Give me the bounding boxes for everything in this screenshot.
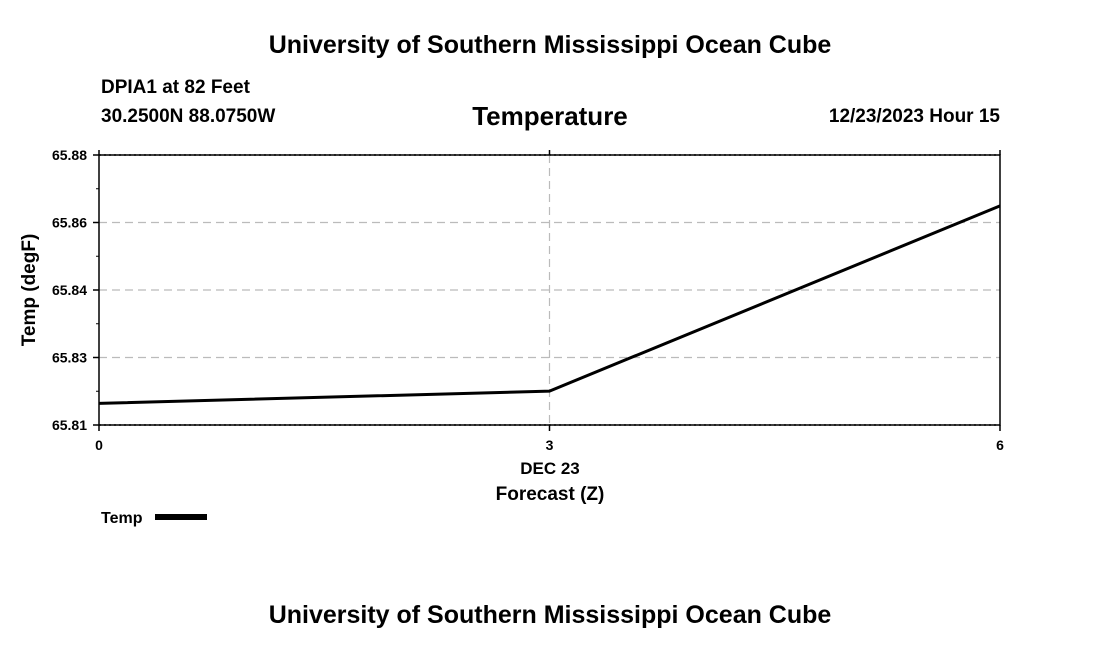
chart-title: Temperature: [472, 101, 628, 131]
x-axis-label: Forecast (Z): [496, 484, 605, 505]
series-layer: [98, 204, 1001, 405]
legend-swatch: [154, 514, 207, 521]
series-line-temp: [98, 204, 1001, 405]
forecast-datetime: 12/23/2023 Hour 15: [828, 106, 1000, 127]
x-tick-label: 0: [95, 437, 103, 453]
grid-lines: [99, 154, 1000, 426]
station-label: DPIA1 at 82 Feet: [101, 77, 250, 98]
bottom-title: University of Southern Mississippi Ocean…: [268, 601, 832, 629]
x-tick-label: 6: [996, 437, 1004, 453]
top-title: University of Southern Mississippi Ocean…: [268, 31, 832, 59]
y-axis-label: Temp (degF): [19, 234, 40, 347]
x-axis-date-label: DEC 23: [520, 459, 580, 478]
y-tick-label: 65.83: [52, 350, 87, 366]
axis-labels: Temp (degF) DEC 23 Forecast (Z): [19, 234, 604, 505]
y-tick-label: 65.84: [52, 282, 87, 298]
y-tick-label: 65.81: [52, 417, 87, 433]
axis-ticks: 65.81 65.83 65.84 65.86 65.88 0 3 6: [52, 147, 1004, 453]
y-tick-label: 65.86: [52, 215, 87, 231]
legend-label: Temp: [101, 510, 143, 527]
station-coordinates: 30.2500N 88.0750W: [101, 106, 276, 127]
x-tick-label: 3: [546, 437, 554, 453]
legend: Temp: [101, 510, 207, 528]
y-tick-label: 65.88: [52, 147, 87, 163]
